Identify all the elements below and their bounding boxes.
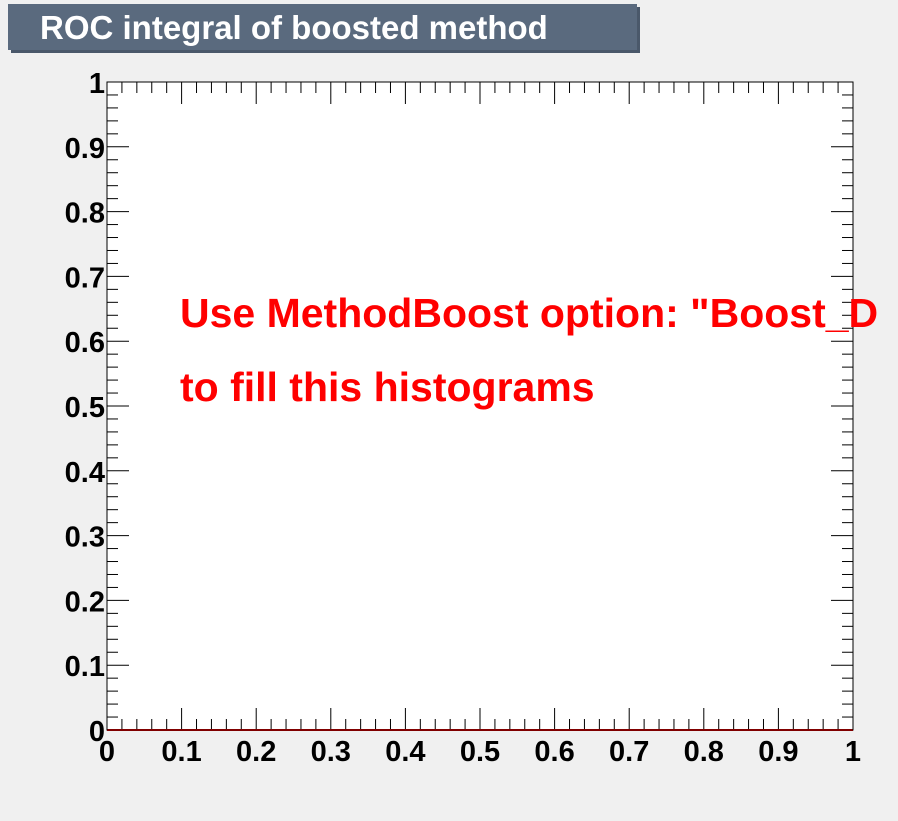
y-tick-label: 0.2 bbox=[65, 586, 105, 618]
x-tick-label: 0.1 bbox=[161, 736, 201, 768]
y-tick-label: 0.1 bbox=[65, 651, 105, 683]
y-tick-label: 0.8 bbox=[65, 198, 105, 230]
x-tick-labels: 0 0.1 0.2 0.3 0.4 0.5 0.6 0.7 0.8 0.9 1 bbox=[99, 736, 861, 768]
title-box: ROC integral of boosted method bbox=[8, 4, 637, 50]
x-tick-label: 0.8 bbox=[684, 736, 724, 768]
y-tick-label: 0.9 bbox=[65, 133, 105, 165]
y-tick-label: 0.7 bbox=[65, 262, 105, 294]
x-tick-label: 0.2 bbox=[236, 736, 276, 768]
x-tick-label: 0.9 bbox=[758, 736, 798, 768]
y-tick-label: 0.6 bbox=[65, 327, 105, 359]
x-tick-label: 1 bbox=[845, 736, 861, 768]
plot-frame-border bbox=[106, 81, 854, 731]
notice-line-2: to fill this histograms bbox=[180, 364, 595, 410]
x-tick-label: 0.7 bbox=[609, 736, 649, 768]
x-tick-label: 0.6 bbox=[534, 736, 574, 768]
y-tick-labels: 0 0.1 0.2 0.3 0.4 0.5 0.6 0.7 0.8 0.9 1 bbox=[65, 68, 105, 748]
notice-line-1: Use MethodBoost option: "Boost_D bbox=[180, 290, 878, 336]
x-tick-label: 0.5 bbox=[460, 736, 500, 768]
y-tick-label: 0.5 bbox=[65, 392, 105, 424]
y-tick-label: 0.4 bbox=[65, 457, 105, 489]
x-tick-label: 0 bbox=[99, 736, 115, 768]
x-tick-label: 0.3 bbox=[311, 736, 351, 768]
x-tick-label: 0.4 bbox=[385, 736, 425, 768]
minor-ticks bbox=[107, 82, 853, 730]
plot-frame-background bbox=[107, 82, 853, 730]
chart-title: ROC integral of boosted method bbox=[40, 9, 548, 46]
y-tick-label: 0.3 bbox=[65, 522, 105, 554]
y-tick-label: 1 bbox=[89, 68, 105, 100]
y-tick-label: 0 bbox=[89, 716, 105, 748]
